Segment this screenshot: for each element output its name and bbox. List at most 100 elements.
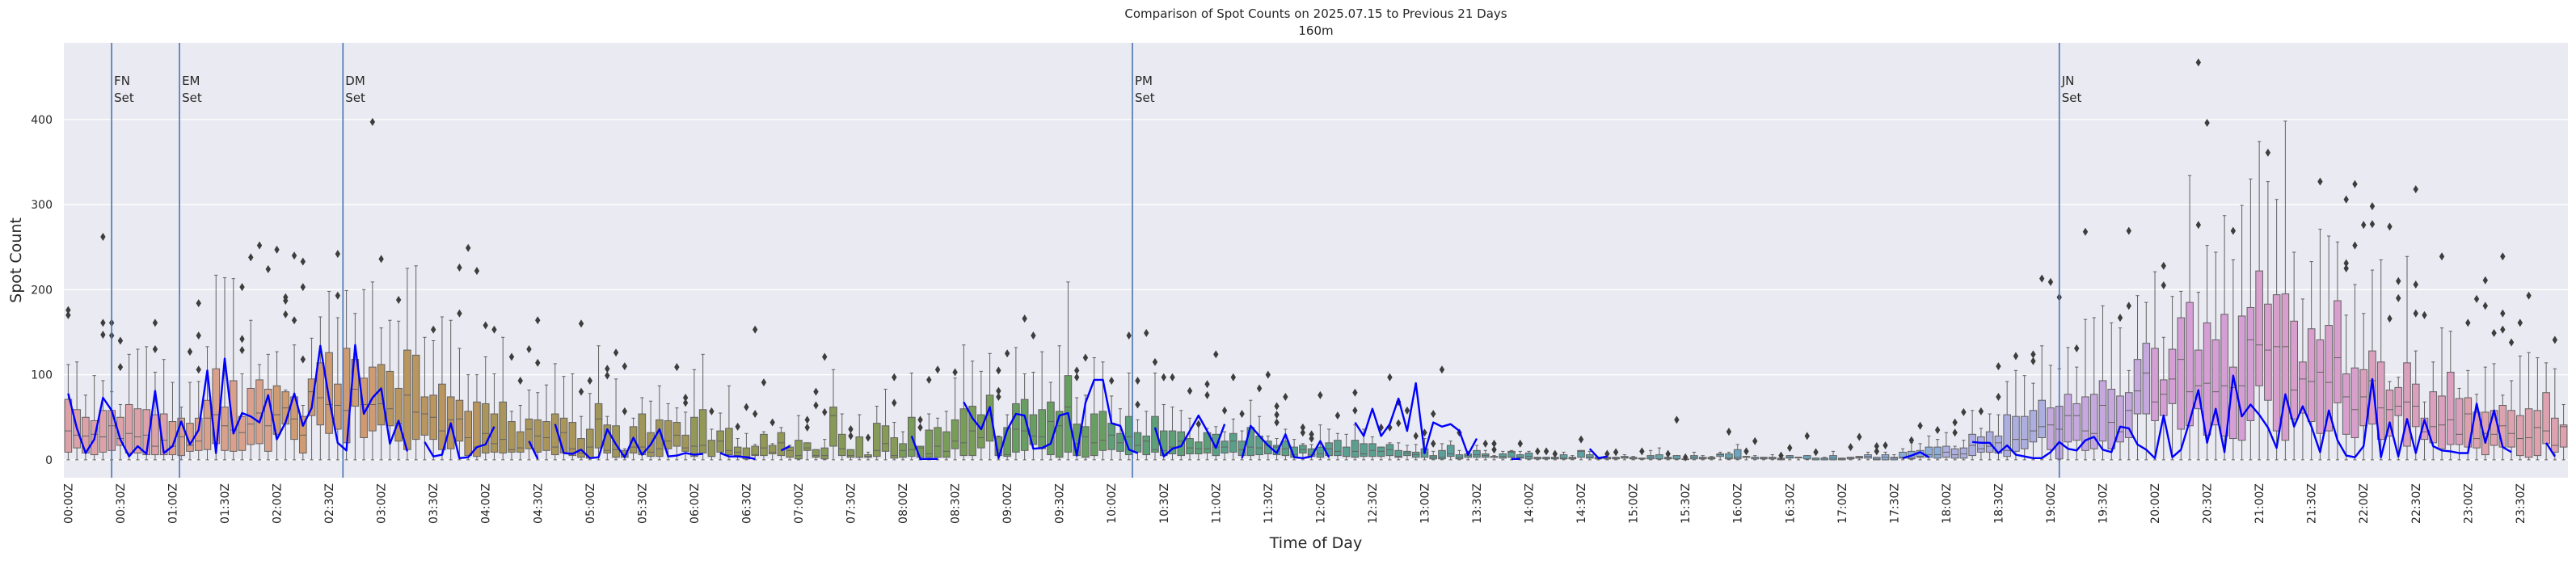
iqr-box	[2473, 411, 2481, 449]
box-211	[1899, 448, 1907, 461]
x-tick-label: 02:00Z	[272, 483, 285, 524]
box-201	[1811, 448, 1820, 461]
outlier-point	[100, 331, 106, 339]
iqr-box	[542, 421, 550, 451]
outlier-point	[248, 253, 254, 262]
box-150	[1368, 436, 1377, 461]
iqr-box	[1020, 398, 1029, 451]
iqr-box	[2359, 369, 2368, 427]
outlier-point	[2552, 335, 2558, 344]
iqr-box	[2098, 380, 2107, 442]
iqr-box	[690, 416, 698, 457]
outlier-point	[369, 117, 376, 126]
box-75	[716, 412, 724, 461]
outlier-point	[1552, 449, 1558, 458]
box-192	[1733, 444, 1742, 461]
iqr-box	[2133, 359, 2142, 415]
iqr-box	[2334, 300, 2342, 403]
outlier-point	[100, 233, 106, 242]
iqr-box	[2020, 415, 2029, 449]
x-tick-label: 01:00Z	[167, 483, 179, 524]
iqr-box	[1168, 430, 1177, 455]
iqr-box	[2507, 410, 2515, 448]
iqr-box	[951, 419, 959, 449]
box-24	[272, 245, 281, 461]
outlier-point	[1439, 365, 1445, 374]
iqr-box	[481, 403, 490, 453]
outlier-point	[1204, 390, 1210, 399]
iqr-box	[1368, 443, 1377, 457]
iqr-box	[1151, 415, 1159, 453]
box-70	[672, 363, 681, 461]
box-46	[464, 243, 473, 461]
outlier-point	[2161, 281, 2167, 290]
iqr-box	[1385, 444, 1394, 457]
iqr-box	[716, 430, 724, 453]
outlier-point	[1682, 453, 1689, 462]
box-109	[1012, 347, 1020, 461]
outlier-point	[769, 418, 775, 427]
outlier-point	[1073, 373, 1080, 382]
iqr-box	[1725, 453, 1733, 460]
box-93	[872, 406, 881, 461]
iqr-box	[1959, 447, 1968, 459]
x-tick-label: 04:30Z	[532, 483, 545, 524]
outlier-point	[1300, 428, 1306, 437]
iqr-box	[1403, 450, 1411, 457]
box-255	[2281, 120, 2290, 461]
outlier-point	[2074, 344, 2080, 352]
iqr-box	[334, 383, 342, 430]
x-tick-label: 16:00Z	[1732, 483, 1745, 524]
iqr-box	[1229, 432, 1237, 453]
iqr-box	[942, 431, 951, 458]
outlier-point	[1204, 380, 1210, 389]
today-line-segment	[528, 441, 539, 460]
box-220	[1977, 407, 1985, 461]
box-79	[751, 325, 759, 461]
iqr-box	[681, 434, 689, 452]
outlier-point	[2030, 356, 2036, 365]
x-tick-label: 03:00Z	[376, 483, 389, 524]
iqr-box	[864, 454, 872, 458]
iqr-box	[2429, 391, 2438, 444]
box-96	[899, 431, 907, 461]
box-144	[1316, 390, 1325, 461]
outlier-point	[2195, 221, 2202, 230]
iqr-box	[2116, 395, 2124, 443]
box-102	[951, 368, 959, 461]
outlier-point	[1778, 451, 1784, 460]
box-191	[1725, 428, 1733, 461]
event-label: EM	[182, 74, 200, 88]
iqr-box	[2516, 415, 2524, 457]
outlier-point	[1230, 373, 1237, 382]
box-195	[1760, 457, 1768, 461]
chart-subtitle: 160m	[1298, 23, 1333, 38]
box-225	[2020, 375, 2029, 461]
outlier-point	[813, 401, 819, 410]
outlier-point	[2491, 329, 2497, 338]
box-171	[1551, 449, 1559, 461]
iqr-box	[221, 407, 229, 451]
outlier-point	[2387, 222, 2393, 231]
event-label: JN	[2061, 74, 2075, 88]
iqr-box	[2316, 339, 2325, 434]
box-45	[455, 263, 464, 461]
box-256	[2290, 251, 2298, 461]
box-209	[1881, 441, 1890, 461]
box-197	[1777, 451, 1785, 461]
outlier-point	[1404, 406, 1410, 415]
outlier-point	[283, 310, 289, 318]
outlier-point	[2482, 301, 2489, 310]
iqr-box	[1733, 449, 1742, 460]
x-tick-label: 20:30Z	[2202, 483, 2215, 524]
box-95	[890, 373, 899, 461]
iqr-box	[2012, 415, 2020, 452]
outlier-point	[256, 241, 263, 250]
outlier-point	[822, 352, 828, 361]
outlier-point	[1517, 439, 1523, 448]
outlier-point	[1221, 406, 1228, 415]
box-126	[1159, 373, 1168, 461]
iqr-box	[99, 410, 108, 453]
event-label: Set	[114, 91, 134, 105]
